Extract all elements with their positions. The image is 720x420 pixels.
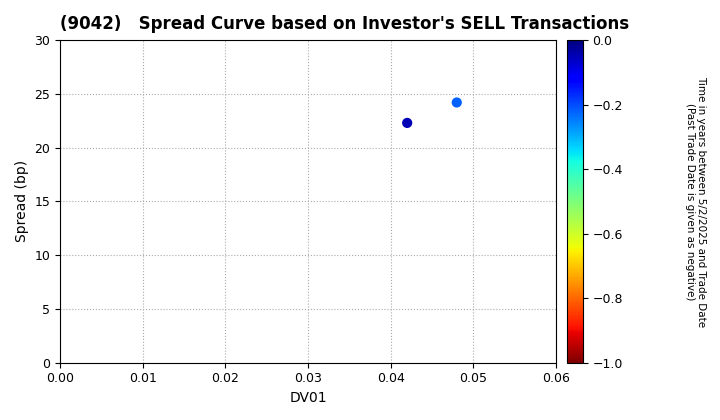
Y-axis label: Time in years between 5/2/2025 and Trade Date
(Past Trade Date is given as negat: Time in years between 5/2/2025 and Trade…: [685, 76, 706, 327]
Point: [402, 120, 413, 126]
Point: [451, 99, 462, 106]
Text: (9042)   Spread Curve based on Investor's SELL Transactions: (9042) Spread Curve based on Investor's …: [60, 15, 629, 33]
Y-axis label: Spread (bp): Spread (bp): [15, 160, 29, 242]
X-axis label: DV01: DV01: [289, 391, 327, 405]
